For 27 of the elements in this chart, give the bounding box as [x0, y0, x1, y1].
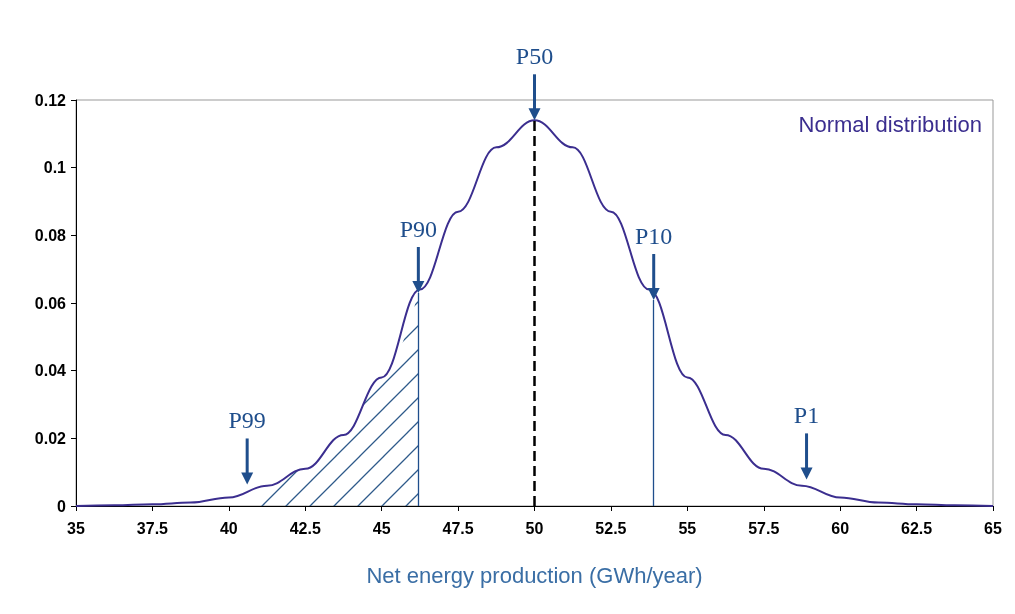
x-tick-label: 60	[831, 519, 850, 537]
annotation: P1	[793, 402, 820, 429]
y-tick-label: 0.12	[34, 91, 67, 109]
ref-line-label: P50	[515, 43, 554, 70]
y-tick-label: 0.08	[34, 226, 67, 244]
x-axis-title: Net energy production (GWh/year)	[366, 562, 703, 588]
y-tick-label: 0	[57, 497, 67, 515]
text: Normal distribution	[798, 111, 982, 137]
x-tick-label: 52.5	[595, 519, 627, 537]
y-tick-label: 0.06	[34, 294, 67, 312]
x-tick-label: 40	[219, 519, 238, 537]
ref-line-label: P90	[399, 215, 438, 242]
x-tick-label: 50	[525, 519, 544, 537]
x-tick-label: 55	[678, 519, 697, 537]
y-tick-label: 0.02	[34, 429, 67, 447]
x-tick-label: 65	[984, 519, 1002, 537]
x-tick-label: 35	[67, 519, 85, 537]
x-tick-label: 62.5	[901, 519, 933, 537]
x-tick-label: 47.5	[442, 519, 474, 537]
ref-line-label: P10	[635, 223, 673, 250]
y-tick-label: 0.04	[34, 362, 67, 380]
x-tick-label: 45	[372, 519, 391, 537]
x-tick-label: 42.5	[289, 519, 321, 537]
annotation: P99	[228, 407, 266, 434]
y-tick-label: 0.1	[43, 159, 67, 177]
x-tick-label: 37.5	[136, 519, 169, 537]
x-tick-label: 57.5	[748, 519, 780, 537]
